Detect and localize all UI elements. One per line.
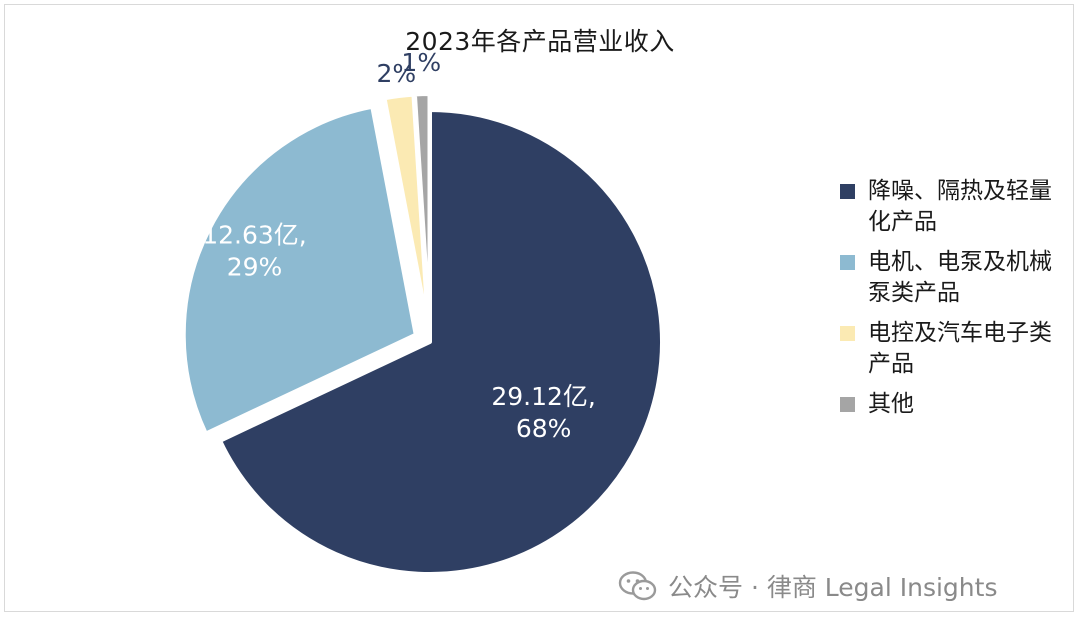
legend-label: 电机、电泵及机械泵类产品: [868, 249, 1052, 306]
slice-data-label: 12.63亿,: [202, 221, 307, 250]
watermark: 公众号 · 律商 Legal Insights: [618, 569, 997, 603]
legend-item: 降噪、隔热及轻量化产品: [840, 176, 1070, 238]
legend-swatch: [840, 326, 855, 341]
slice-data-label: 2%: [376, 59, 416, 88]
pie-slice: [218, 108, 664, 576]
legend-swatch: [840, 255, 855, 270]
legend-swatch: [840, 397, 855, 412]
legend-label: 其他: [868, 391, 914, 417]
slice-data-label: 68%: [516, 414, 572, 443]
legend-item: 电控及汽车电子类产品: [840, 318, 1070, 380]
wechat-icon: [618, 571, 657, 601]
slice-data-label: 29%: [227, 253, 283, 282]
legend-label: 降噪、隔热及轻量化产品: [868, 178, 1052, 235]
legend-label: 电控及汽车电子类产品: [868, 320, 1052, 377]
pie-slice: [181, 104, 418, 436]
chart-title: 2023年各产品营业收入: [405, 27, 675, 56]
legend-item: 电机、电泵及机械泵类产品: [840, 247, 1070, 309]
pie-slice: [412, 92, 432, 329]
watermark-text: 公众号 · 律商 Legal Insights: [668, 573, 998, 602]
slice-data-label: 1%: [401, 48, 441, 77]
slice-data-label: 29.12亿,: [491, 382, 596, 411]
legend-swatch: [840, 184, 855, 199]
legend-item: 其他: [840, 389, 1070, 420]
chart-legend: 降噪、隔热及轻量化产品 电机、电泵及机械泵类产品 电控及汽车电子类产品 其他: [840, 176, 1070, 429]
